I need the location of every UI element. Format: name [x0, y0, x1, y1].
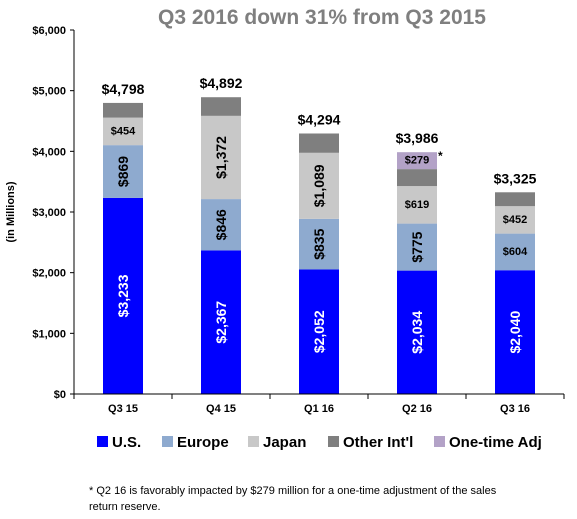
- bar-segment-label: $2,367: [213, 301, 229, 344]
- legend-label: One-time Adj: [449, 434, 542, 451]
- y-axis-label: (in Millions): [5, 181, 17, 242]
- bar-segment: [397, 152, 437, 170]
- legend-label: Japan: [263, 434, 306, 451]
- bar-segment: [495, 270, 535, 394]
- bar-segment-label: $604: [503, 246, 528, 258]
- bar-segment: [103, 117, 143, 146]
- legend-label: U.S.: [112, 434, 141, 451]
- bar-segment-label: $1,089: [311, 164, 327, 207]
- bar-segment-label: $619: [405, 199, 429, 211]
- bar-segment: [201, 97, 241, 116]
- x-tick-label: Q2 16: [402, 403, 432, 415]
- y-tick-label: $6,000: [32, 25, 66, 37]
- x-tick-label: Q3 15: [108, 403, 138, 415]
- bar-segment: [397, 223, 437, 271]
- y-tick-label: $1,000: [32, 328, 66, 340]
- bar-total-label: $3,325: [494, 170, 537, 186]
- bar-segment-label: $1,372: [213, 136, 229, 179]
- bar-segment: [495, 233, 535, 271]
- bar-total-label: $4,798: [102, 81, 145, 97]
- x-tick-label: Q1 16: [304, 403, 334, 415]
- x-axis: Q3 15 Q4 15 Q1 16 Q2 16 Q3 16: [73, 393, 565, 415]
- footnote-line-1: * Q2 16 is favorably impacted by $279 mi…: [89, 485, 497, 497]
- y-tick-label: $0: [54, 389, 66, 401]
- bar-segment-label: $869: [115, 156, 131, 187]
- footnote-text-line-2: return reserve.: [89, 501, 161, 513]
- y-tick-label: $4,000: [32, 146, 66, 158]
- bars: $3,233 $869 $454 $4,798 $2,367 $846 $1,372 $4,8…: [102, 75, 537, 394]
- bar-segment: [299, 152, 339, 219]
- bar-segment: [397, 169, 437, 187]
- bar-segment-label: $835: [311, 228, 327, 259]
- bar-total-label: $4,892: [200, 75, 243, 91]
- legend-swatch: [248, 436, 259, 447]
- x-tick-label: Q3 16: [500, 403, 530, 415]
- legend-label: Europe: [177, 434, 229, 451]
- annotation-asterisk: *: [438, 149, 443, 163]
- footnote-text-line-1: * Q2 16 is favorably impacted by $279 mi…: [89, 485, 497, 497]
- bar-segment-label: $775: [409, 231, 425, 262]
- y-axis: $0 $1,000 $2,000 $3,000 $4,000 $5,000 $6,000 (i…: [5, 25, 75, 401]
- bar-segment-label: $452: [503, 214, 527, 226]
- bar-segment: [495, 192, 535, 207]
- bar-segment-label: $279: [405, 155, 429, 167]
- bar-segment-label: $2,052: [311, 310, 327, 353]
- bar-segment: [299, 269, 339, 394]
- legend-swatch: [162, 436, 173, 447]
- legend-swatch: [328, 436, 339, 447]
- bar-segment: [201, 199, 241, 251]
- bar-total-label: $3,986: [396, 130, 439, 146]
- bar-segment: [397, 270, 437, 394]
- y-tick-label: $5,000: [32, 86, 66, 98]
- bar-segment: [397, 186, 437, 224]
- bar-segment: [299, 133, 339, 153]
- chart-title: Q3 2016 down 31% from Q3 2015: [158, 6, 486, 29]
- bar-segment: [495, 206, 535, 234]
- y-tick-label: $3,000: [32, 207, 66, 219]
- legend-label: Other Int'l: [343, 434, 413, 451]
- legend-swatch: [97, 436, 108, 447]
- footnote-line-2: return reserve.: [89, 501, 161, 513]
- bar-total-label: $4,294: [298, 111, 341, 127]
- bar-segment: [103, 145, 143, 198]
- x-tick-label: Q4 15: [206, 403, 236, 415]
- legend: U.S. Europe Japan Other Int'l One-time Adj: [97, 434, 542, 451]
- bar-segment-label: $2,034: [409, 311, 425, 354]
- bar-segment-label: $3,233: [115, 274, 131, 317]
- bar-segment: [103, 102, 143, 118]
- bar-segment-label: $2,040: [507, 310, 523, 353]
- bar-segment: [103, 197, 143, 394]
- bar-segment-label: $454: [111, 125, 136, 137]
- bar-segment-label: $846: [213, 209, 229, 240]
- bar-segment: [201, 115, 241, 200]
- bar-segment: [201, 250, 241, 394]
- legend-swatch: [434, 436, 445, 447]
- y-tick-label: $2,000: [32, 268, 66, 280]
- bar-segment: [299, 218, 339, 270]
